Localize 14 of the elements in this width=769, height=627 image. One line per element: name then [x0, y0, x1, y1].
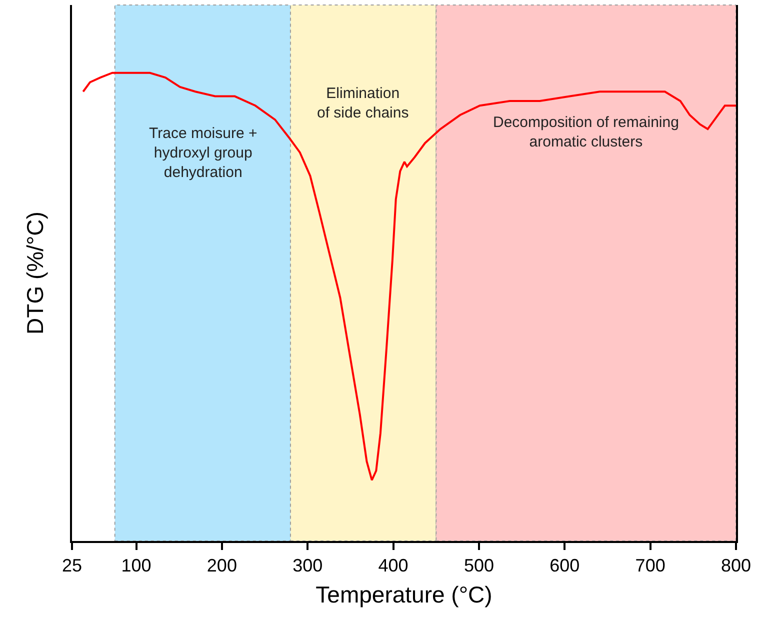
band-label: Decomposition of remaining aromatic clusters — [493, 114, 679, 150]
x-tick-label: 200 — [206, 556, 237, 576]
x-tick-label: 700 — [635, 556, 666, 576]
x-tick-label: 25 — [62, 556, 82, 576]
x-tick-label: 300 — [292, 556, 323, 576]
x-tick-label: 500 — [464, 556, 494, 576]
band-label: Trace moisure + hydroxyl group dehydration — [149, 125, 258, 181]
x-tick-label: 100 — [121, 556, 152, 576]
x-axis-title: Temperature (°C) — [316, 582, 492, 608]
x-tick-label: 600 — [550, 556, 580, 576]
y-axis-title: DTG (%/°C) — [22, 212, 48, 334]
x-tick-label: 400 — [378, 556, 408, 576]
x-tick-label: 800 — [720, 556, 752, 576]
band-label: Elimination of side chains — [317, 85, 409, 122]
